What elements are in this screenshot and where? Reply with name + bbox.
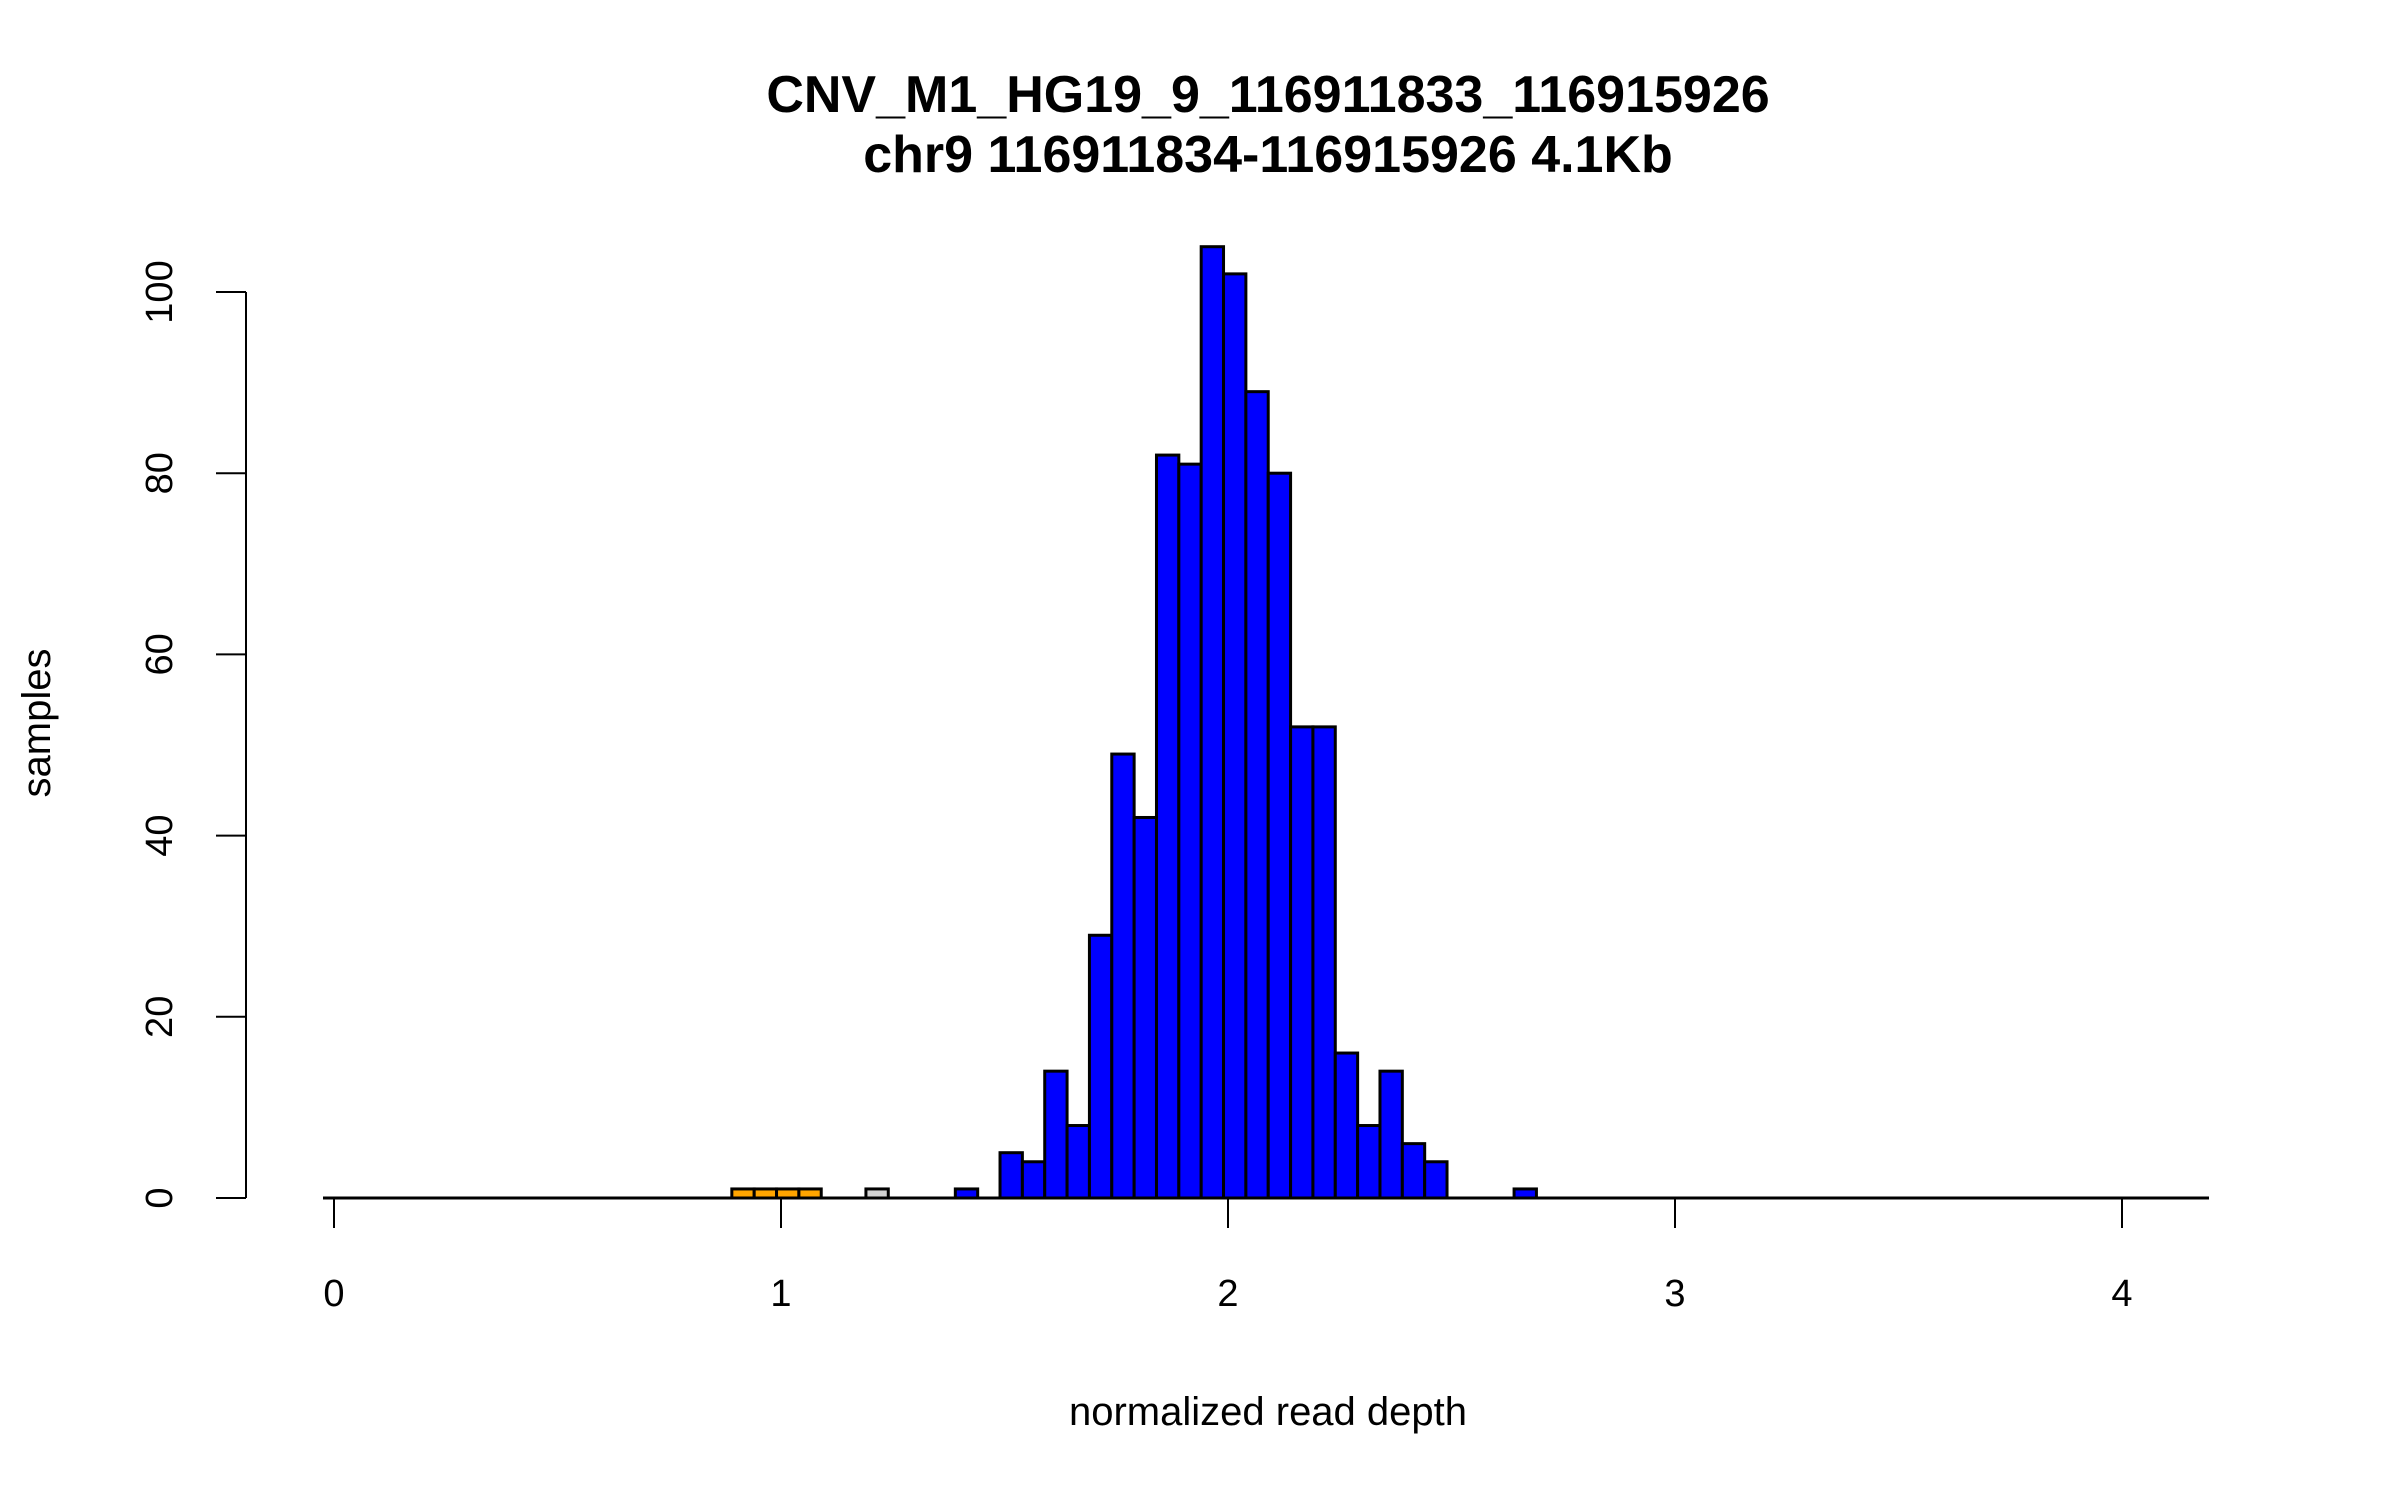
bar-normal-7 xyxy=(1132,815,1158,1200)
y-tick-label: 0 xyxy=(139,1187,181,1208)
bar-normal-1 xyxy=(998,1151,1024,1200)
y-tick-label: 60 xyxy=(139,633,181,675)
bar-normal-9 xyxy=(1177,462,1203,1200)
y-axis-label: samples xyxy=(15,649,59,798)
bar-normal-4 xyxy=(1065,1124,1091,1200)
bar-normal-6 xyxy=(1110,752,1136,1200)
x-tick-label: 2 xyxy=(1217,1273,1238,1315)
bar-normal-2 xyxy=(1020,1160,1047,1200)
bar-normal-20 xyxy=(1423,1160,1449,1200)
y-tick-label: 40 xyxy=(139,814,181,856)
bar-normal-5 xyxy=(1087,933,1114,1200)
x-axis: 0 1 2 3 4 xyxy=(323,1198,2133,1315)
y-axis: 0 20 40 60 80 100 xyxy=(139,260,247,1209)
y-tick-label: 100 xyxy=(139,260,181,323)
bar-normal-12 xyxy=(1244,390,1270,1200)
bar-normal-14 xyxy=(1289,725,1315,1200)
x-tick-label: 4 xyxy=(2111,1273,2132,1315)
y-tick-label: 80 xyxy=(139,452,181,494)
bar-normal-16 xyxy=(1333,1051,1360,1200)
bar-normal-15 xyxy=(1311,725,1337,1200)
bar-normal-10 xyxy=(1199,245,1226,1200)
bar-normal-18 xyxy=(1378,1069,1404,1200)
bar-normal-8 xyxy=(1154,453,1181,1200)
x-tick-label: 3 xyxy=(1664,1273,1685,1315)
bar-normal-3 xyxy=(1043,1069,1069,1200)
bar-normal-19 xyxy=(1400,1142,1427,1200)
bars xyxy=(730,245,1538,1200)
bar-normal-17 xyxy=(1356,1124,1382,1200)
x-axis-label: normalized read depth xyxy=(1069,1390,1467,1434)
y-tick-label: 20 xyxy=(139,996,181,1038)
chart-subtitle: chr9 116911834-116915926 4.1Kb xyxy=(863,126,1673,184)
chart-title: CNV_M1_HG19_9_116911833_116915926 xyxy=(766,66,1769,124)
bar-normal-13 xyxy=(1266,471,1293,1200)
x-tick-label: 0 xyxy=(323,1273,344,1315)
x-tick-label: 1 xyxy=(770,1273,791,1315)
bar-normal-11 xyxy=(1222,272,1248,1200)
